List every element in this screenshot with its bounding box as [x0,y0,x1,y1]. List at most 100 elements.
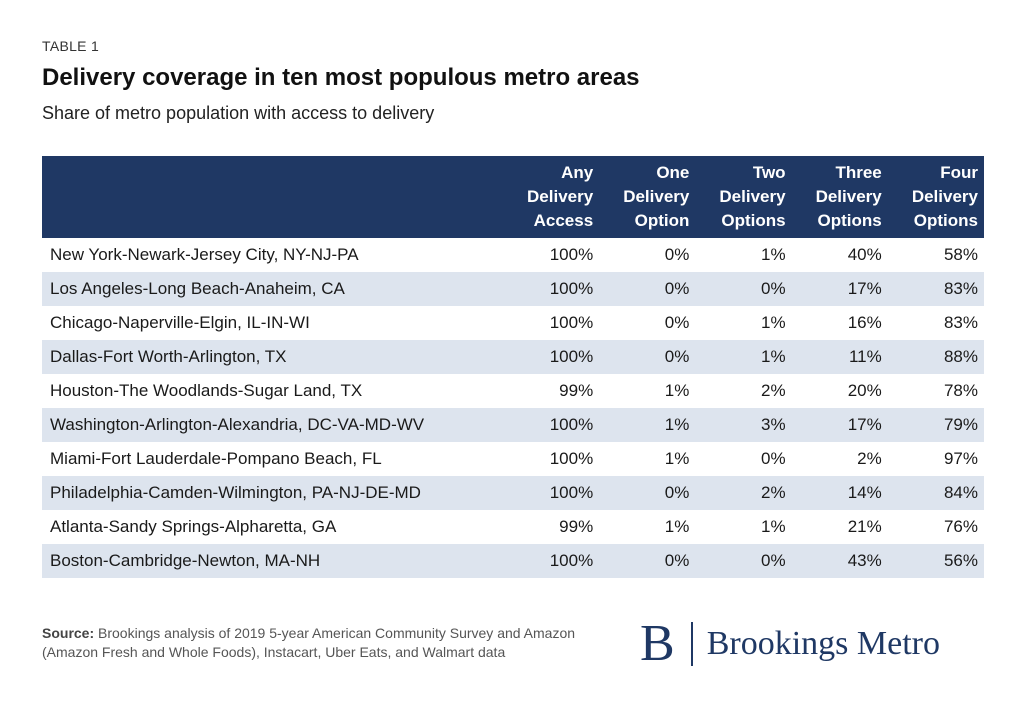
cell-four: 97% [943,449,978,468]
cell-any: 100% [549,245,594,264]
column-header-line: Options [721,211,786,230]
cell-four: 76% [943,517,978,536]
cell-one: 0% [664,347,690,366]
table-label: TABLE 1 [42,38,100,54]
column-header-three: Three Delivery Options [792,156,888,238]
cell-four: 78% [943,381,978,400]
logo-text: Brookings Metro [706,625,940,662]
column-header-line: Three [835,163,882,182]
column-header-four: Four Delivery Options [888,156,984,238]
table-row: Atlanta-Sandy Springs-Alpharetta, GA 99% 1… [42,510,984,544]
metro-name-cell: Chicago-Naperville-Elgin, IL-IN-WI [50,313,310,332]
cell-two: 1% [760,517,786,536]
cell-three: 40% [847,245,882,264]
cell-three: 20% [847,381,882,400]
cell-any: 100% [549,347,594,366]
cell-four: 79% [943,415,978,434]
column-header-line: Delivery [623,187,690,206]
logo-divider [690,622,693,666]
metro-name-cell: Dallas-Fort Worth-Arlington, TX [50,347,287,366]
cell-two: 0% [760,449,786,468]
cell-four: 83% [943,279,978,298]
column-header-line: Any [561,163,594,182]
column-header-line: Delivery [527,187,594,206]
cell-four: 83% [943,313,978,332]
cell-any: 99% [559,517,594,536]
header-row: Any Delivery Access One Delivery Option Two Del… [42,156,984,238]
column-header-line: Access [533,211,594,230]
table-row: Los Angeles-Long Beach-Anaheim, CA 100% 0%… [42,272,984,306]
table-row: Boston-Cambridge-Newton, MA-NH 100% 0% 0% 43… [42,544,984,578]
brookings-logo: B Brookings Metro [640,618,940,670]
metro-name-cell: Washington-Arlington-Alexandria, DC-VA-M… [50,415,425,434]
table-row: Chicago-Naperville-Elgin, IL-IN-WI 100% 0%… [42,306,984,340]
cell-two: 2% [760,381,786,400]
cell-four: 84% [943,483,978,502]
table-row: Washington-Arlington-Alexandria, DC-VA-M… [42,408,984,442]
cell-two: 3% [760,415,786,434]
column-header-name [42,156,503,238]
column-header-line: Options [913,211,978,230]
cell-one: 0% [664,313,690,332]
table-row: Miami-Fort Lauderdale-Pompano Beach, FL 1… [42,442,984,476]
metro-name-cell: Houston-The Woodlands-Sugar Land, TX [50,381,363,400]
cell-any: 100% [549,483,594,502]
cell-two: 1% [760,313,786,332]
cell-three: 43% [847,551,882,570]
cell-any: 99% [559,381,594,400]
metro-name-cell: Boston-Cambridge-Newton, MA-NH [50,551,321,570]
table-row: Houston-The Woodlands-Sugar Land, TX 99% 1… [42,374,984,408]
column-header-line: Options [817,211,882,230]
metro-name-cell: Philadelphia-Camden-Wilmington, PA-NJ-DE… [50,483,421,502]
source-label: Source: [42,625,95,641]
page-title: Delivery coverage in ten most populous m… [42,64,640,91]
table-row: Philadelphia-Camden-Wilmington, PA-NJ-DE… [42,476,984,510]
column-header-one: One Delivery Option [599,156,695,238]
column-header-line: One [656,163,690,182]
cell-three: 11% [848,347,882,366]
cell-three: 21% [847,517,882,536]
cell-three: 17% [847,279,882,298]
table-body: New York-Newark-Jersey City, NY-NJ-PA 100… [42,238,984,578]
delivery-table: Any Delivery Access One Delivery Option Two Del… [42,156,984,578]
cell-two: 1% [760,347,786,366]
cell-three: 16% [847,313,882,332]
cell-four: 58% [943,245,978,264]
metro-name-cell: Atlanta-Sandy Springs-Alpharetta, GA [50,517,337,536]
cell-two: 2% [760,483,786,502]
cell-four: 88% [943,347,978,366]
column-header-line: Two [752,163,786,182]
cell-two: 1% [760,245,786,264]
metro-name-cell: Los Angeles-Long Beach-Anaheim, CA [50,279,345,298]
cell-any: 100% [549,279,594,298]
metro-name-cell: Miami-Fort Lauderdale-Pompano Beach, FL [50,449,382,468]
source-text: Brookings analysis of 2019 5-year Americ… [42,625,576,660]
cell-one: 0% [664,245,690,264]
column-header-any: Any Delivery Access [503,156,599,238]
column-header-line: Delivery [815,187,882,206]
cell-three: 14% [847,483,882,502]
logo-mark: B [640,615,675,672]
cell-one: 1% [664,415,690,434]
cell-two: 0% [760,279,786,298]
column-header-line: Delivery [911,187,978,206]
cell-one: 0% [664,483,690,502]
table-header: Any Delivery Access One Delivery Option Two Del… [42,156,984,238]
cell-any: 100% [549,551,594,570]
cell-three: 17% [847,415,882,434]
cell-any: 100% [549,313,594,332]
cell-two: 0% [760,551,786,570]
cell-any: 100% [549,415,594,434]
page-subtitle: Share of metro population with access to… [42,103,435,123]
cell-three: 2% [857,449,882,468]
column-header-line: Option [634,211,690,230]
cell-one: 1% [664,517,690,536]
cell-one: 1% [664,449,690,468]
cell-one: 1% [664,381,690,400]
column-header-line: Four [940,163,978,182]
cell-one: 0% [664,551,690,570]
cell-four: 56% [943,551,978,570]
cell-any: 100% [549,449,594,468]
column-header-line: Delivery [719,187,786,206]
metro-name-cell: New York-Newark-Jersey City, NY-NJ-PA [50,245,359,264]
